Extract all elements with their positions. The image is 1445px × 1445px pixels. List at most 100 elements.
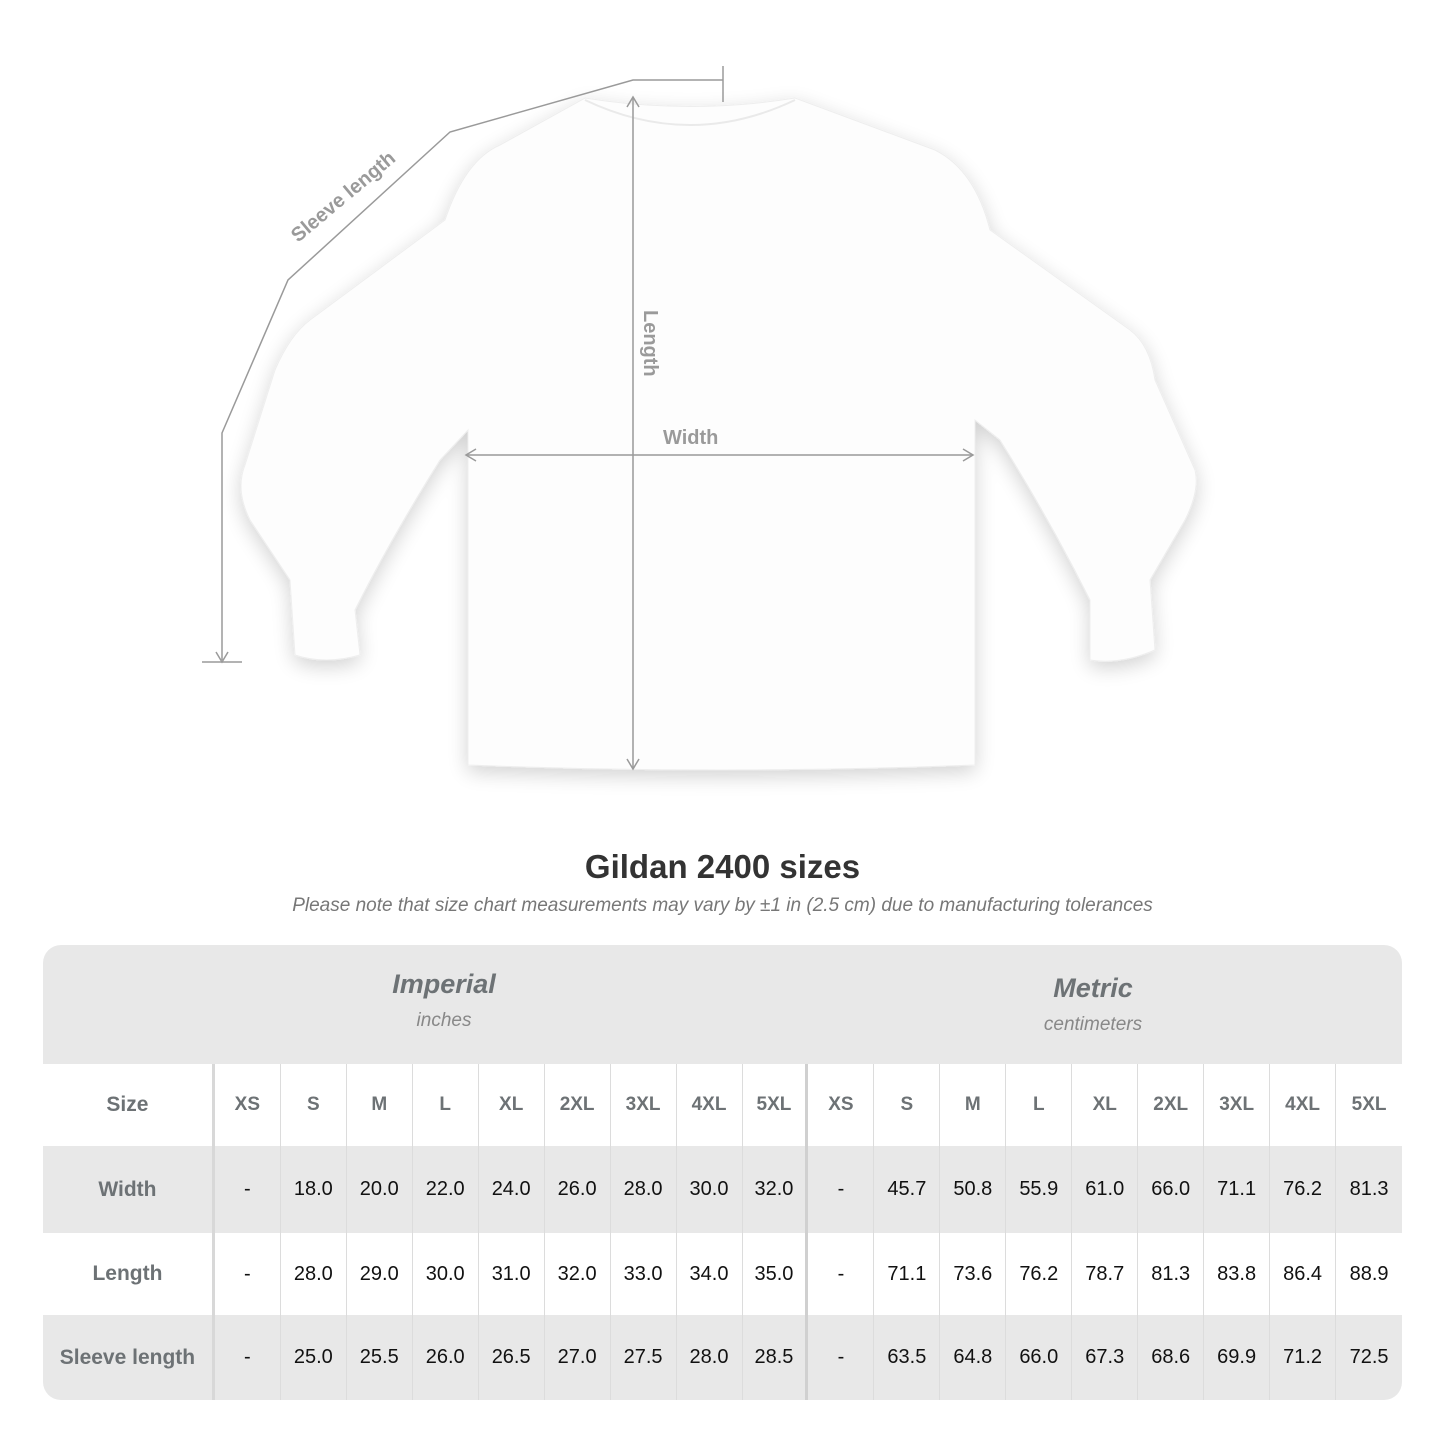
measurement-cell: 30.0: [413, 1233, 479, 1315]
row-label: Size: [43, 1064, 215, 1146]
measurement-cell: 30.0: [677, 1146, 743, 1233]
size-table: Imperial inches Metric centimeters Size X…: [43, 945, 1402, 1400]
measurement-cell: 24.0: [479, 1146, 545, 1233]
measurement-cell: 18.0: [281, 1146, 347, 1233]
length-arrow-top: [626, 95, 640, 108]
size-header-cell: L: [413, 1064, 479, 1146]
sleeve-length-label: Sleeve length: [287, 147, 400, 247]
imperial-header: Imperial inches: [244, 969, 644, 1032]
shirt-diagram: Sleeve length Length Width: [202, 66, 1197, 771]
measurement-cell: 66.0: [1138, 1146, 1205, 1233]
measurement-cell: 73.6: [940, 1233, 1007, 1315]
size-header-cell: XL: [479, 1064, 545, 1146]
size-header-cell: XS: [808, 1064, 875, 1146]
sleeve-length-line: [221, 79, 723, 660]
measurement-cell: 25.0: [281, 1315, 347, 1400]
measurement-cell: 67.3: [1072, 1315, 1139, 1400]
size-header-cell: 5XL: [743, 1064, 809, 1146]
metric-unit: centimeters: [1043, 1014, 1143, 1035]
size-header-cell: XL: [1072, 1064, 1139, 1146]
measurement-cell: 45.7: [874, 1146, 941, 1233]
measurement-cell: 35.0: [743, 1233, 809, 1315]
size-header-cell: 2XL: [545, 1064, 611, 1146]
width-arrow-right: [962, 448, 975, 462]
table-row: Width -18.0 20.0 22.0 24.0 26.0 28.0 30.0 32.0-4…: [43, 1146, 1402, 1233]
long-sleeve-shirt: [240, 97, 1197, 771]
measurement-cell: 50.8: [940, 1146, 1007, 1233]
size-header-cell: M: [347, 1064, 413, 1146]
measurement-cell: 26.0: [545, 1146, 611, 1233]
size-header-cell: 5XL: [1351, 1094, 1387, 1115]
measurement-cell: 61.0: [1072, 1146, 1139, 1233]
size-header-cell: 4XL: [677, 1064, 743, 1146]
size-header-cell: S: [874, 1064, 941, 1146]
measurement-cell: 66.0: [1006, 1315, 1073, 1400]
measurement-cell: 34.0: [677, 1233, 743, 1315]
size-header-cell: 2XL: [1138, 1064, 1205, 1146]
measurement-cell: 69.9: [1204, 1315, 1271, 1400]
width-arrow-left: [464, 448, 477, 462]
measurement-cell: 72.5: [1349, 1346, 1389, 1368]
measurement-cell: -: [808, 1315, 875, 1400]
table-row: Length -28.0 29.0 30.0 31.0 32.0 33.0 34.0 35.0-…: [43, 1233, 1402, 1315]
size-header-cell: M: [940, 1064, 1007, 1146]
measurement-cell: 76.2: [1270, 1146, 1337, 1233]
measurement-cell: 29.0: [347, 1233, 413, 1315]
imperial-title: Imperial: [392, 969, 496, 999]
measurement-cell: -: [808, 1233, 875, 1315]
size-header-cell: XS: [215, 1064, 281, 1146]
measurement-cell: 26.0: [413, 1315, 479, 1400]
measurement-cell: 28.5: [743, 1315, 809, 1400]
measurement-cell: 26.5: [479, 1315, 545, 1400]
tolerance-note: Please note that size chart measurements…: [292, 895, 1153, 916]
size-header-row: Size XS S M L XL 2XL 3XL 4XL 5XL XS S M L XL 2XL 3XL 4XL 5…: [43, 1064, 1402, 1146]
measurement-cell: 78.7: [1072, 1233, 1139, 1315]
length-arrow-bottom: [626, 758, 640, 771]
width-label: Width: [663, 427, 718, 449]
metric-title: Metric: [1053, 973, 1133, 1003]
measurement-cell: 81.3: [1138, 1233, 1205, 1315]
table-row: Sleeve length -25.0 25.5 26.0 26.5 27.0 27.5 28…: [43, 1315, 1402, 1400]
row-label: Width: [43, 1146, 215, 1233]
measurement-cell: 32.0: [743, 1146, 809, 1233]
measurement-cell: 27.0: [545, 1315, 611, 1400]
length-label: Length: [639, 310, 661, 377]
measurement-cell: -: [215, 1315, 281, 1400]
sleeve-arrowhead: [215, 651, 229, 664]
measurement-cell: 71.1: [874, 1233, 941, 1315]
metric-header: Metric centimeters: [893, 973, 1293, 1036]
size-header-cell: L: [1006, 1064, 1073, 1146]
units-header: Imperial inches Metric centimeters: [43, 945, 1402, 1064]
size-header-cell: 3XL: [611, 1064, 677, 1146]
measurement-cell: 64.8: [940, 1315, 1007, 1400]
measurement-cell: 22.0: [413, 1146, 479, 1233]
measurement-cell: 20.0: [347, 1146, 413, 1233]
measurement-cell: 25.5: [347, 1315, 413, 1400]
measurement-cell: 71.1: [1204, 1146, 1271, 1233]
measurement-cell: 88.9: [1349, 1262, 1389, 1285]
size-header-cell: 3XL: [1204, 1064, 1271, 1146]
measurement-cell: 28.0: [281, 1233, 347, 1315]
measurement-cell: -: [215, 1233, 281, 1315]
measurement-cell: 68.6: [1138, 1315, 1205, 1400]
measurement-cell: 33.0: [611, 1233, 677, 1315]
measurement-cell: -: [808, 1146, 875, 1233]
imperial-unit: inches: [416, 1010, 472, 1031]
row-label: Length: [43, 1233, 215, 1315]
measurement-cell: 71.2: [1270, 1315, 1337, 1400]
measurement-cell: 32.0: [545, 1233, 611, 1315]
measurement-cell: 76.2: [1006, 1233, 1073, 1315]
collar: [584, 99, 796, 126]
measurement-cell: 27.5: [611, 1315, 677, 1400]
measurement-cell: 55.9: [1006, 1146, 1073, 1233]
measurement-cell: 28.0: [677, 1315, 743, 1400]
measurement-cell: 28.0: [611, 1146, 677, 1233]
measurement-cell: 86.4: [1270, 1233, 1337, 1315]
measurement-cell: 83.8: [1204, 1233, 1271, 1315]
row-label: Sleeve length: [43, 1315, 215, 1400]
measurement-cell: 63.5: [874, 1315, 941, 1400]
size-header-cell: 4XL: [1270, 1064, 1337, 1146]
measurement-cell: 81.3: [1349, 1178, 1389, 1200]
measurement-cell: -: [215, 1146, 281, 1233]
measurement-cell: 31.0: [479, 1233, 545, 1315]
